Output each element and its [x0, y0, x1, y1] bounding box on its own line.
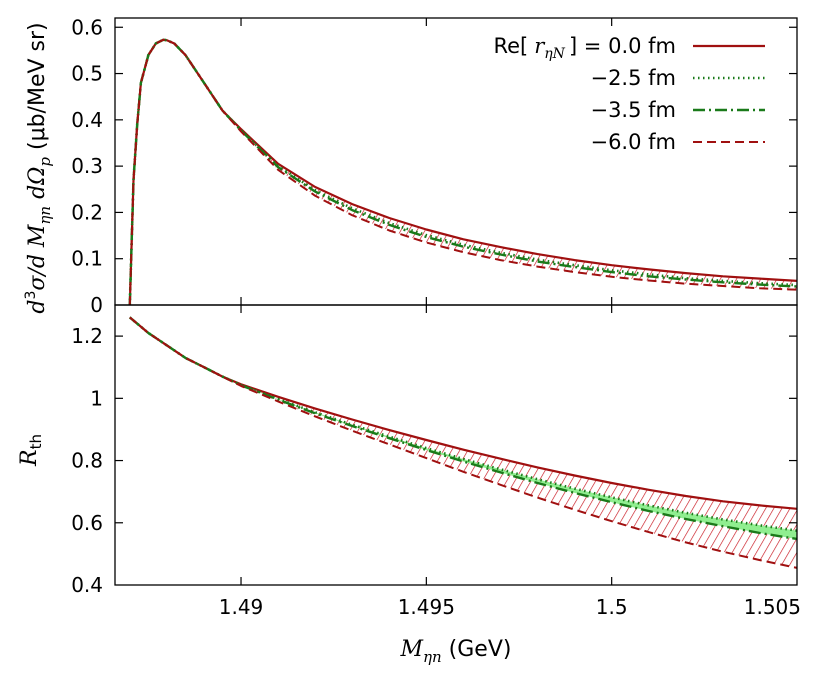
bottom-ytick-label: 1: [90, 386, 103, 410]
xtick-label: 1.495: [398, 595, 455, 619]
top-y-axis: 0 0.1 0.2 0.3 0.4 0.5 0.6: [71, 15, 797, 317]
bottom-band-hatch: [129, 317, 797, 568]
bottom-series-dashed: [129, 316, 797, 569]
top-y-axis-label: d3σ/d Mηn dΩp (μb/MeV sr): [23, 22, 54, 313]
top-ytick-label: 0.3: [71, 154, 103, 178]
legend-label-0: Re[rηN] = 0.0 fm: [493, 34, 676, 62]
bottom-plot-frame: [114, 304, 798, 586]
top-series-group: [128, 38, 797, 305]
x-axis-label: Mηn (GeV): [400, 637, 512, 666]
top-ytick-label: 0: [90, 293, 103, 317]
bottom-series-group: [128, 316, 797, 569]
bottom-ytick-label: 0.6: [71, 511, 103, 535]
bottom-panel: 0.4 0.6 0.8 1 1.2 1.49 1.495 1.5 1.505 Rth Mηn …: [17, 304, 801, 666]
xtick-label: 1.49: [219, 595, 264, 619]
top-ytick-label: 0.6: [71, 15, 103, 39]
xtick-label: 1.505: [744, 595, 801, 619]
top-hatch-area: [129, 39, 797, 305]
bottom-ytick-label: 1.2: [71, 324, 103, 348]
bottom-series-dash-dot: [129, 316, 797, 541]
top-plot-frame: [114, 17, 798, 306]
bottom-ytick-label: 0.8: [71, 449, 103, 473]
bottom-series-solid: [129, 316, 797, 510]
legend-label-1: −2.5 fm: [590, 66, 676, 90]
top-band-hatch: [129, 39, 797, 305]
top-ytick-label: 0.5: [71, 62, 103, 86]
top-ytick-label: 0.2: [71, 200, 103, 224]
legend: Re[rηN] = 0.0 fm −2.5 fm −3.5 fm −6.0 fm: [493, 34, 765, 154]
bottom-series-dotted: [128, 316, 797, 532]
legend-label-3: −6.0 fm: [590, 130, 676, 154]
bottom-y-axis: 0.4 0.6 0.8 1 1.2: [71, 324, 797, 597]
top-series-solid: [128, 38, 797, 305]
bottom-x-axis: 1.49 1.495 1.5 1.505: [219, 305, 801, 619]
top-ytick-label: 0.1: [71, 247, 103, 271]
top-panel: 0 0.1 0.2 0.3 0.4 0.5 0.6 d3σ/d Mηn dΩp (μb/Me…: [23, 15, 798, 317]
top-series-dash-dot: [128, 38, 797, 305]
top-series-dotted: [128, 38, 797, 305]
top-ytick-label: 0.4: [71, 108, 103, 132]
top-series-dashed: [128, 38, 797, 305]
top-x-ticks: [240, 18, 613, 305]
bottom-ytick-label: 0.4: [71, 573, 103, 597]
legend-label-2: −3.5 fm: [590, 98, 676, 122]
bottom-y-axis-label: Rth: [17, 434, 45, 467]
bottom-hatch-area: [129, 317, 797, 568]
xtick-label: 1.5: [596, 595, 628, 619]
